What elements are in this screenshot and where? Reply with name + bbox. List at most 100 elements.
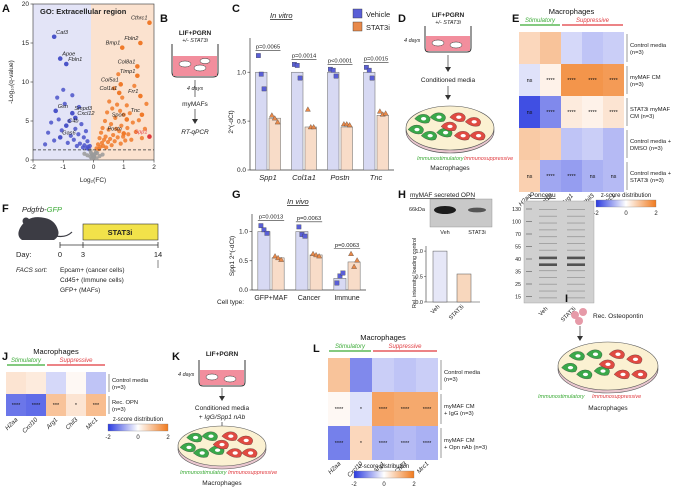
heatmap-cell [328,426,350,460]
volcano-point-timp1 [135,73,140,79]
h-bar-ylabel: Rel. intensity/ loading control [412,238,418,308]
gene-label-gas6: Gas6 [62,130,76,136]
volcano-point [82,151,87,156]
significance-label: **** [546,78,555,84]
volcano-point [133,129,138,135]
volcano-point [65,140,70,145]
volcano-point [56,117,61,122]
y-tick-label: 10 [22,79,30,86]
significance-label: **** [546,174,555,180]
significance-label: **** [379,407,388,413]
mw-marker-label: 15 [515,295,521,301]
heatmap-cell [582,96,603,128]
volcano-point [127,111,132,116]
gel-band [567,243,585,244]
volcano-point [116,72,121,77]
panel-letter-h: H [398,189,406,201]
gel-band [567,270,585,272]
treatment-label: STAT3i [108,228,133,237]
y-tick-label: 1.0 [237,69,246,76]
group-stimulatory-label: Stimulatory [11,358,42,364]
heatmap-cell [26,372,46,394]
panel-letter-j: J [2,351,8,363]
gene-column-label: Chil3 [64,416,79,431]
nucleus-icon [567,365,574,370]
heatmap-cell [328,392,350,426]
data-point [294,63,300,68]
sort-epcam: Epcam+ (cancer cells) [60,267,124,274]
data-point [296,224,302,230]
bar-vehicle-gfp-maf [257,231,271,291]
zscore-tick-label: 2 [654,211,658,217]
volcano-point [49,120,54,125]
category-label: STAT3i [448,304,465,321]
data-point [272,253,278,259]
nucleus-icon [605,362,611,367]
cell-icon [223,375,237,383]
category-label: Tnc [370,173,383,182]
cell-icon [199,58,211,64]
day-label: Day: [16,250,31,259]
bar-vehicle-col1a1 [291,71,304,171]
volcano-point [111,132,116,138]
significance-label: * [360,441,363,447]
day-0: 0 [58,250,62,259]
significance-label: **** [567,110,576,116]
volcano-point [108,122,114,127]
heatmap-cell [540,160,561,192]
data-point [340,270,346,276]
mw-marker-label: 35 [515,270,521,276]
cell-icon [431,39,445,47]
p-value-label: p=0.0063 [297,216,321,222]
significance-label: **** [588,78,597,84]
gel-band [567,290,585,292]
gel-band [539,209,557,210]
gel-band [539,215,557,217]
gene-label-cthrc1: Cthrc1 [131,16,147,22]
volcano-point [118,108,123,113]
zscore-colorbar [353,470,415,479]
cell-icon [178,60,192,68]
gel-band [567,229,585,231]
ponceau-gel-background [523,200,595,304]
volcano-point [103,134,108,139]
x-tick-label: -1 [60,164,66,171]
gene-label-c4b: C4b [68,119,78,125]
volcano-point [118,141,123,146]
row-label: myMAF CM [444,438,475,444]
gene-column-label: Mrc1 [85,416,100,431]
heatmap-cell [394,358,416,392]
mouse-label: Pdgfrb-GFP [22,205,62,214]
significance-label: **** [423,407,432,413]
panel-g-subtitle: In vivo [287,197,309,206]
volcano-point [125,125,130,131]
gene-label-cat3: Cat3 [56,30,69,36]
gene-label-fbln2: Fbln2 [124,36,139,42]
heatmap-cell [416,358,438,392]
significance-label: **** [401,441,410,447]
arrow-head-icon [445,95,451,100]
media-label: LIF+PGRN [179,30,212,37]
bar-vehicle-tnc [363,71,376,171]
row-label: myMAF CM [444,404,475,410]
data-point [346,122,353,128]
volcano-point-fbln1 [63,61,69,67]
legend: Vehicle STAT3i [352,8,390,32]
volcano-point-cxcl12 [73,115,78,121]
heatmap-cell [350,426,372,460]
volcano-point-col5a1 [118,82,124,87]
heatmap-cell [582,64,603,96]
y-tick-label: 1.0 [415,249,423,255]
panel-i: I Rec. Osteopontin Immunostimulatory Imm… [538,293,659,412]
gene-label-postn: Postn [107,126,121,132]
osteopontin-molecule-icon [579,308,587,316]
y-tick-label: 0.0 [239,287,248,294]
panel-letter-a: A [2,3,10,15]
volcano-point-smpd3 [70,110,75,116]
gel-band [567,222,585,224]
gel-band [539,222,557,224]
data-point [302,233,308,239]
macrophage-plate-icon [177,425,267,470]
cell-icon [205,373,219,381]
volcano-point [124,103,129,108]
